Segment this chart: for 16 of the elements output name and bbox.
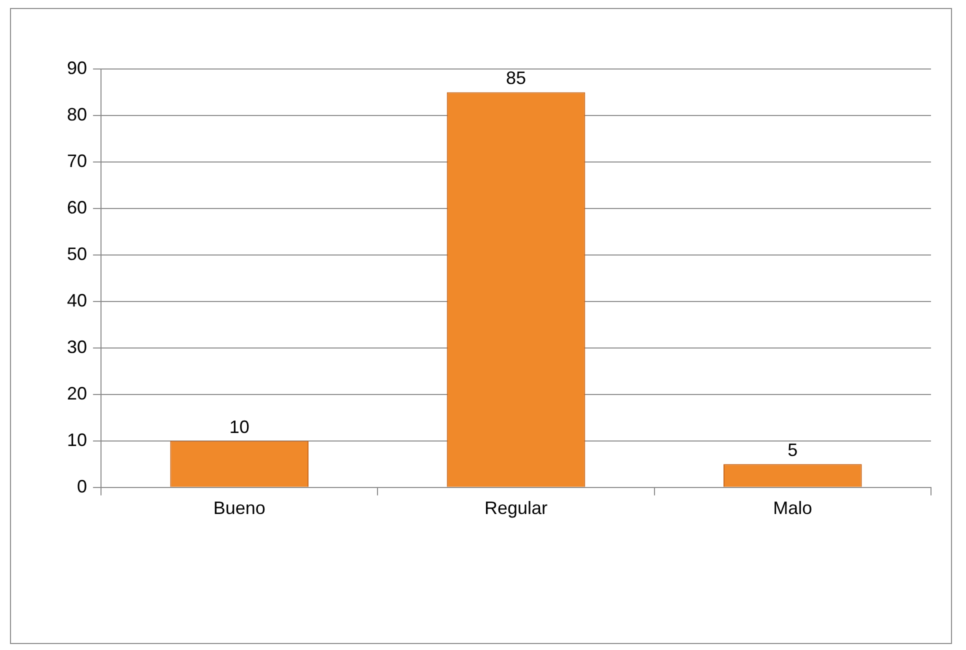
y-tick-label: 30 [66,336,88,357]
y-tick-label: 70 [66,150,88,171]
x-tick-label: Bueno [213,498,266,518]
y-tick-label: 20 [66,383,88,404]
data-label: 85 [506,68,526,88]
y-tick-label: 40 [66,290,88,310]
y-tick-label: 50 [66,244,88,264]
data-label: 5 [788,440,798,460]
y-tick-label: 0 [77,476,88,496]
y-tick-label: 10 [66,430,88,450]
y-tick-label: 90 [66,58,88,78]
y-tick-label: 80 [66,104,88,124]
x-tick-label: Malo [773,498,812,518]
data-label: 10 [229,416,250,437]
x-tick-label: Regular [484,498,548,518]
y-tick-label: 60 [66,197,88,218]
